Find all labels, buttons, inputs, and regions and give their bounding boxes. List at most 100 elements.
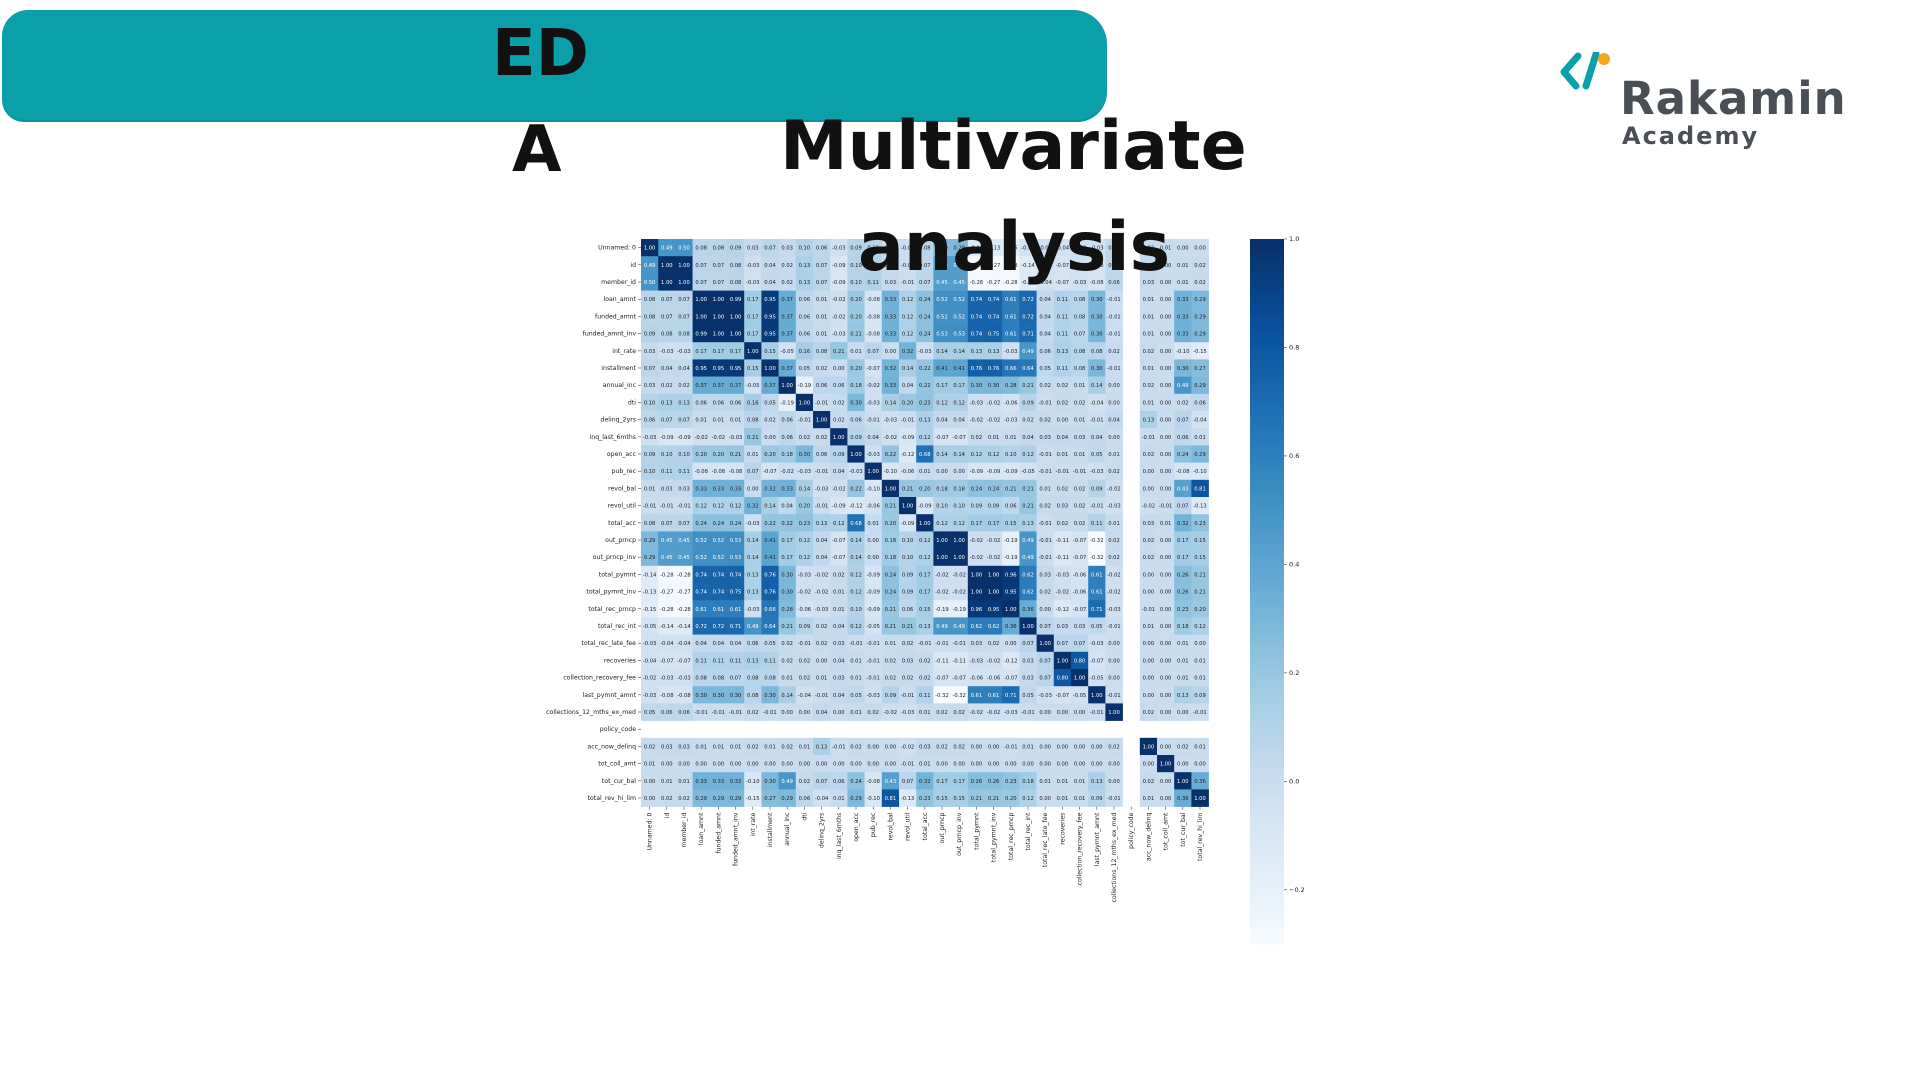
cell-value: -0.28	[1004, 263, 1017, 269]
cell-value: -0.01	[1142, 607, 1155, 613]
heatmap-cell	[967, 651, 986, 670]
cell-value: 0.13	[816, 521, 828, 527]
cell-value: 0.20	[850, 297, 862, 303]
cell-value: -0.02	[832, 314, 845, 320]
cell-value: -0.03	[746, 280, 759, 286]
heatmap-cell	[778, 583, 797, 601]
cell-value: -0.02	[987, 710, 1000, 716]
cell-value: 0.45	[678, 538, 690, 544]
heatmap-cell	[641, 497, 659, 515]
heatmap-cell	[864, 634, 883, 653]
heatmap-cell	[1088, 565, 1106, 584]
heatmap-cell	[916, 342, 934, 360]
cell-value: 0.00	[1143, 590, 1155, 596]
heatmap-cell	[950, 428, 969, 446]
heatmap-cell	[727, 359, 745, 377]
cell-value: -0.02	[815, 572, 828, 578]
colorbar-segment	[1250, 667, 1284, 675]
heatmap-cell	[1191, 342, 1209, 360]
cell-value: 0.00	[1022, 762, 1034, 768]
cell-value: 0.10	[850, 263, 862, 269]
y-tick-label: dti	[628, 399, 636, 406]
x-tick-label: collection_recovery_fee	[1077, 812, 1084, 885]
cell-value: 0.00	[781, 710, 793, 716]
cell-value: 0.02	[1074, 504, 1086, 510]
colorbar-segment	[1250, 244, 1284, 252]
cell-value: 0.26	[988, 779, 1000, 785]
colorbar-segment	[1250, 474, 1284, 481]
heatmap-cell	[1036, 669, 1055, 687]
cell-value: 0.61	[1091, 590, 1103, 596]
cell-value: 0.12	[902, 332, 914, 338]
cell-value: 0.00	[936, 762, 948, 768]
heatmap-cell	[641, 651, 659, 670]
cell-value: -0.14	[643, 572, 657, 578]
heatmap-cell	[1019, 273, 1037, 291]
heatmap-cell	[744, 273, 762, 291]
heatmap-cell	[1036, 565, 1055, 584]
cell-value: 1.00	[953, 555, 965, 561]
heatmap-cell	[1036, 583, 1055, 601]
colorbar-segment	[1250, 920, 1284, 927]
cell-value: 0.01	[850, 710, 862, 716]
cell-value: 0.07	[816, 263, 828, 269]
cell-value: 1.00	[919, 521, 931, 527]
heatmap-cell	[1019, 565, 1037, 584]
heatmap-cell	[1139, 428, 1158, 446]
heatmap-cell	[1157, 583, 1175, 601]
cell-value: -0.02	[815, 590, 828, 596]
cell-value: 0.45	[936, 280, 948, 286]
cell-value: 0.49	[781, 779, 793, 785]
heatmap-cell	[1105, 772, 1123, 790]
cell-value: 0.10	[1005, 452, 1017, 458]
cell-value: 0.30	[764, 779, 776, 785]
heatmap-cell	[1088, 307, 1106, 326]
cell-value: -0.09	[866, 607, 879, 613]
cell-value: 0.02	[781, 744, 793, 750]
heatmap-cell	[950, 514, 969, 532]
cell-value: 0.43	[1177, 486, 1189, 492]
heatmap-cell	[692, 325, 711, 343]
heatmap-cell	[778, 290, 797, 309]
cell-value: 0.07	[867, 349, 879, 355]
cell-value: 0.05	[1108, 246, 1120, 252]
heatmap-cell	[744, 497, 762, 515]
cell-value: 0.01	[867, 521, 879, 527]
heatmap-cell	[641, 755, 659, 773]
cell-value: 0.29	[1194, 383, 1206, 389]
heatmap-cell	[1105, 307, 1123, 326]
heatmap-cell	[830, 325, 848, 343]
colorbar-segment	[1250, 908, 1284, 916]
cell-value: 0.03	[833, 676, 845, 682]
heatmap-cell	[761, 479, 779, 498]
cell-value: -0.03	[1107, 607, 1120, 613]
heatmap-cell	[967, 600, 986, 618]
heatmap-cell	[1002, 445, 1020, 463]
cell-value: 0.08	[764, 676, 776, 682]
cell-value: -0.02	[798, 590, 811, 596]
cell-value: -0.08	[660, 693, 673, 699]
cell-value: -0.08	[1090, 280, 1103, 286]
cell-value: -0.01	[1004, 744, 1017, 750]
y-tick-label: installment	[601, 365, 636, 372]
cell-value: 0.00	[1143, 469, 1155, 475]
cell-value: 0.00	[1057, 762, 1069, 768]
cell-value: 0.03	[1057, 504, 1069, 510]
cell-value: 0.00	[1160, 572, 1172, 578]
cell-value: 0.72	[713, 624, 725, 630]
heatmap-cell	[1088, 583, 1106, 601]
cell-value: 0.12	[1022, 796, 1034, 802]
heatmap-cell	[709, 548, 728, 567]
cell-value: 1.00	[764, 366, 776, 372]
cell-value: 0.06	[713, 400, 725, 406]
cell-value: 0.01	[1177, 280, 1189, 286]
cell-value: 0.11	[678, 469, 690, 475]
heatmap-cell	[1019, 755, 1037, 773]
cell-value: 0.08	[747, 676, 759, 682]
cell-value: 0.49	[747, 624, 759, 630]
cell-value: 0.10	[644, 400, 656, 406]
heatmap-cell	[813, 342, 831, 360]
cell-value: 0.02	[953, 744, 965, 750]
heatmap-cell	[1191, 651, 1209, 670]
heatmap-cell	[744, 359, 762, 377]
